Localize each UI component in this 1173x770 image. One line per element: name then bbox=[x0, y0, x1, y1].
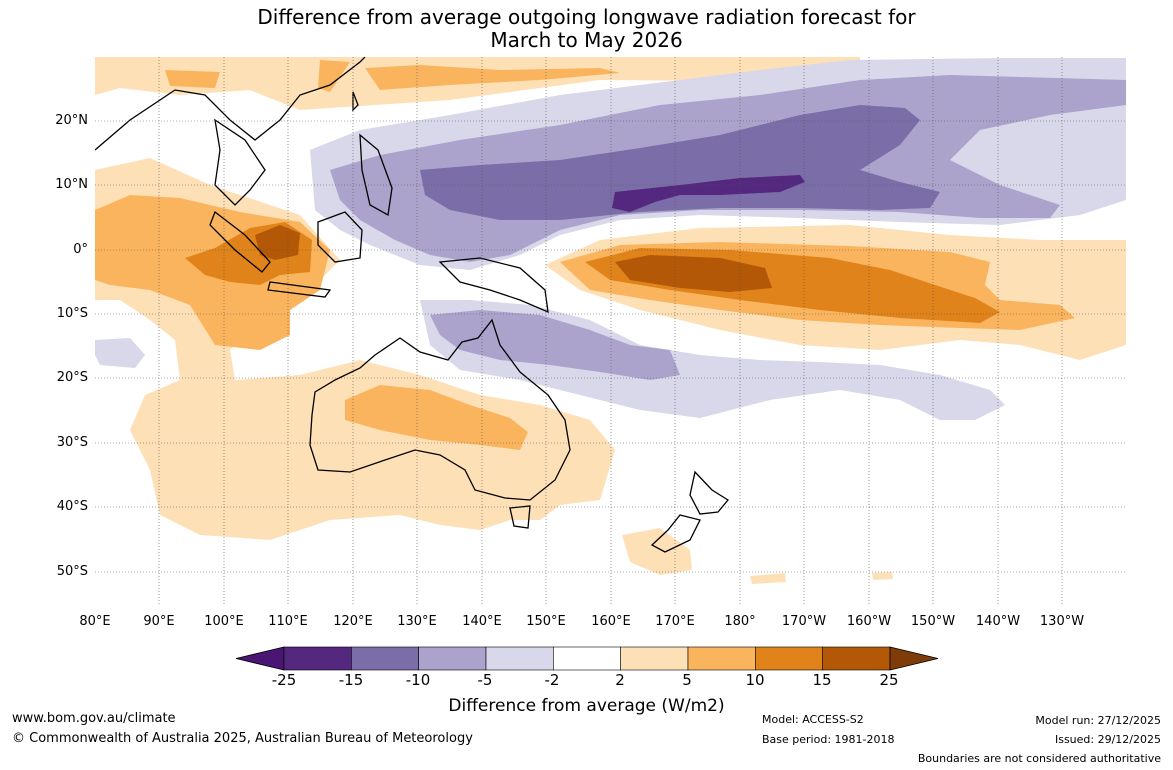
lat-label-40s: 40°S bbox=[56, 499, 88, 514]
colorbar-swatch bbox=[283, 646, 352, 671]
website-link[interactable]: www.bom.gov.au/climate bbox=[12, 711, 176, 726]
lon-label-100e: 100°E bbox=[204, 614, 244, 629]
lat-label-0: 0° bbox=[73, 242, 88, 257]
issued-date: Issued: 29/12/2025 bbox=[1054, 733, 1161, 746]
colorbar-tick: 2 bbox=[615, 671, 625, 689]
colorbar-extend-low bbox=[235, 646, 285, 671]
asia-coastline bbox=[95, 57, 366, 151]
lon-label-130w: 130°W bbox=[1039, 614, 1085, 629]
colorbar-label: Difference from average (W/m2) bbox=[448, 696, 725, 716]
colorbar-tick: 5 bbox=[682, 671, 692, 689]
base-period: Base period: 1981-2018 bbox=[762, 733, 895, 746]
colorbar-swatch bbox=[553, 646, 621, 671]
borneo-coastline bbox=[317, 211, 363, 263]
positive-anomaly-medium-australia bbox=[345, 385, 528, 450]
positive-anomaly-medium-asia bbox=[165, 60, 620, 92]
map-title-line1: Difference from average outgoing longwav… bbox=[257, 5, 916, 29]
sumatra-coastline bbox=[209, 210, 271, 273]
lon-label-150e: 150°E bbox=[526, 614, 566, 629]
lon-label-170e: 170°E bbox=[655, 614, 695, 629]
lon-label-110e: 110°E bbox=[268, 614, 308, 629]
colorbar-swatch bbox=[822, 646, 891, 671]
lat-label-10n: 10°N bbox=[55, 177, 88, 192]
lat-label-20s: 20°S bbox=[56, 370, 88, 385]
positive-anomaly-peak-pacific bbox=[615, 255, 772, 292]
taiwan-coastline bbox=[352, 91, 359, 112]
lon-label-140w: 140°W bbox=[975, 614, 1021, 629]
lon-label-170w: 170°W bbox=[781, 614, 827, 629]
lon-label-90e: 90°E bbox=[143, 614, 175, 629]
lon-label-160w: 160°W bbox=[846, 614, 892, 629]
lon-label-130e: 130°E bbox=[397, 614, 437, 629]
lat-label-10s: 10°S bbox=[56, 306, 88, 321]
colorbar-swatch bbox=[418, 646, 487, 671]
graticule bbox=[95, 57, 1126, 605]
colorbar-tick: 15 bbox=[812, 671, 832, 689]
positive-anomaly-peak-indian bbox=[255, 225, 300, 260]
colorbar-swatch bbox=[351, 646, 419, 671]
tasmania-coastline bbox=[509, 505, 531, 529]
model-name: Model: ACCESS-S2 bbox=[762, 713, 864, 726]
colorbar-swatch bbox=[687, 646, 756, 671]
coastlines bbox=[95, 57, 729, 553]
negative-anomaly-medium-south bbox=[430, 310, 680, 380]
colorbar-extend-high bbox=[889, 646, 939, 671]
new-zealand-south bbox=[650, 514, 701, 553]
java-coastline bbox=[267, 281, 332, 298]
colorbar-tick: -25 bbox=[271, 671, 297, 689]
colorbar bbox=[235, 646, 939, 671]
anomaly-field bbox=[95, 57, 1126, 605]
lon-label-140e: 140°E bbox=[462, 614, 502, 629]
lon-label-80e: 80°E bbox=[79, 614, 111, 629]
lat-label-20n: 20°N bbox=[55, 113, 88, 128]
model-run-date: Model run: 27/12/2025 bbox=[1035, 714, 1161, 727]
lon-label-120e: 120°E bbox=[333, 614, 373, 629]
lon-label-180: 180° bbox=[724, 614, 756, 629]
colorbar-swatch bbox=[485, 646, 554, 671]
negative-anomaly-dark-north bbox=[420, 105, 940, 220]
positive-anomaly-light-asia bbox=[95, 57, 860, 110]
positive-anomaly-light-nz bbox=[622, 528, 692, 575]
colorbar-tick: 25 bbox=[879, 671, 899, 689]
lon-label-150w: 150°W bbox=[910, 614, 956, 629]
colorbar-swatch bbox=[620, 646, 689, 671]
new-guinea-coastline bbox=[438, 257, 549, 314]
map-title-line2: March to May 2026 bbox=[490, 28, 683, 52]
new-zealand-north bbox=[689, 470, 729, 515]
indochina-coastline bbox=[214, 118, 266, 206]
lat-label-30s: 30°S bbox=[56, 435, 88, 450]
colorbar-tick: -10 bbox=[405, 671, 431, 689]
lon-label-160e: 160°E bbox=[591, 614, 631, 629]
colorbar-tick: 10 bbox=[745, 671, 765, 689]
colorbar-swatch bbox=[755, 646, 823, 671]
lat-label-50s: 50°S bbox=[56, 564, 88, 579]
boundaries-disclaimer: Boundaries are not considered authoritat… bbox=[917, 752, 1161, 765]
copyright-text: © Commonwealth of Australia 2025, Austra… bbox=[12, 731, 473, 746]
colorbar-tick: -5 bbox=[477, 671, 493, 689]
positive-anomaly-light-small2 bbox=[872, 572, 893, 580]
philippines-coastline bbox=[359, 133, 393, 217]
positive-anomaly-light-small bbox=[750, 573, 786, 584]
negative-anomaly-peak-north bbox=[612, 175, 805, 212]
negative-anomaly-light-indian bbox=[95, 338, 145, 368]
colorbar-tick: -15 bbox=[338, 671, 364, 689]
colorbar-tick: -2 bbox=[544, 671, 560, 689]
australia-coastline bbox=[309, 318, 571, 501]
